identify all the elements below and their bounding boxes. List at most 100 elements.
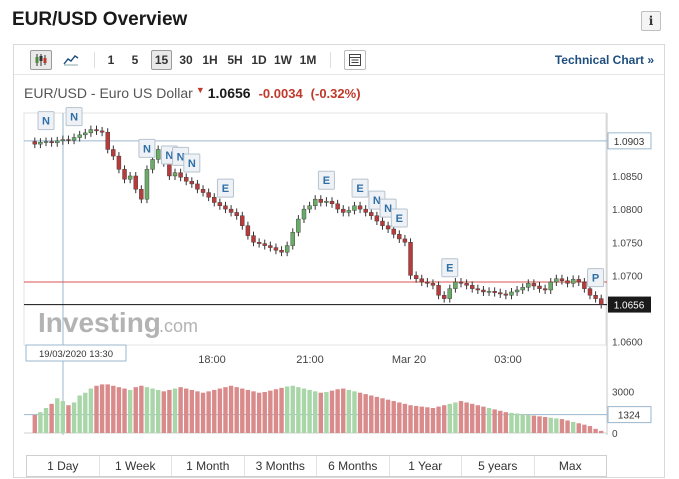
volume-bar <box>251 391 256 433</box>
volume-bar <box>363 394 368 433</box>
candle-down <box>408 242 413 276</box>
range-1-year[interactable]: 1 Year <box>390 456 462 476</box>
candle-down <box>481 289 486 293</box>
volume-bar <box>167 389 172 433</box>
volume-bar <box>408 405 413 433</box>
candle-down <box>341 208 346 213</box>
candle-down <box>139 189 144 200</box>
range-max[interactable]: Max <box>558 459 582 473</box>
chart-widget: 1 5 15 30 1H 5H 1D 1W 1M Technical Chart… <box>13 44 665 478</box>
event-marker <box>183 153 201 173</box>
interval-1m[interactable]: 1M <box>299 53 317 67</box>
volume-bar <box>486 408 492 433</box>
volume-bar <box>514 413 520 433</box>
y-tick-label: 1.0850 <box>612 172 643 183</box>
candle-down <box>531 283 537 287</box>
interval-5h[interactable]: 5H <box>227 53 243 67</box>
range-1-month[interactable]: 1 Month <box>172 456 245 476</box>
technical-chart-link[interactable]: Technical Chart » <box>554 53 654 67</box>
candle-up <box>88 129 94 134</box>
candle-down <box>335 203 340 210</box>
line-chart-icon[interactable] <box>60 50 82 70</box>
volume-bar <box>296 387 301 433</box>
range-1-day[interactable]: 1 Day <box>27 456 100 476</box>
event-marker <box>37 111 55 131</box>
candle-down <box>268 245 273 248</box>
event-marker <box>65 107 83 127</box>
volume-bar <box>88 388 94 433</box>
event-marker-label: N <box>177 151 185 163</box>
event-marker <box>351 178 369 198</box>
range-3-months[interactable]: 3 Months <box>245 456 317 476</box>
info-button[interactable]: i <box>641 11 661 31</box>
candle-down <box>189 181 195 185</box>
candle-down <box>66 139 71 141</box>
last-price-label: 1.0656 <box>614 301 645 312</box>
candle-down <box>223 205 228 210</box>
volume-bar <box>481 406 486 433</box>
y-tick-label: 1.0750 <box>612 238 643 249</box>
candle-up <box>509 291 514 296</box>
candle-down <box>195 183 200 190</box>
candle-down <box>245 225 251 236</box>
interval-30[interactable]: 30 <box>179 53 193 67</box>
volume-bar <box>509 412 514 433</box>
volume-bar <box>122 388 127 433</box>
candlestick-icon[interactable] <box>30 50 52 70</box>
candle-down <box>419 278 424 283</box>
volume-bar <box>301 388 307 433</box>
interval-1w[interactable]: 1W <box>274 53 292 67</box>
cursor-time-label: 19/03/2020 13:30 <box>39 349 113 360</box>
price-change: -0.0034 <box>258 86 303 101</box>
volume-bar <box>212 389 217 433</box>
event-marker-label: N <box>188 158 196 170</box>
event-marker <box>138 138 156 158</box>
candle-down <box>380 220 385 226</box>
candle-down <box>369 212 374 216</box>
volume-bar <box>184 388 189 433</box>
interval-1h[interactable]: 1H <box>202 53 218 67</box>
volume-bar <box>284 386 290 433</box>
volume-bar <box>55 398 60 433</box>
candle-down <box>464 283 469 286</box>
candle-up <box>172 172 178 177</box>
event-marker <box>587 268 605 288</box>
volume-bar <box>161 391 166 433</box>
volume-bar <box>503 412 509 433</box>
range-1-week[interactable]: 1 Week <box>100 456 172 476</box>
candle-up <box>526 283 531 288</box>
interval-5[interactable]: 5 <box>131 53 139 67</box>
volume-bar <box>133 387 138 433</box>
candle-up <box>307 205 312 210</box>
candle-down <box>184 177 189 182</box>
grid-settings-icon[interactable] <box>344 50 366 70</box>
candle-down <box>492 291 497 293</box>
candle-down <box>565 280 570 284</box>
volume-bar <box>324 392 329 433</box>
volume-bar <box>346 389 352 433</box>
event-marker-label: E <box>222 183 229 195</box>
range-6-months[interactable]: 6 Months <box>317 456 390 476</box>
candle-up <box>486 291 492 293</box>
candle-down <box>425 281 430 284</box>
interval-1[interactable]: 1 <box>107 53 115 67</box>
range-5-years[interactable]: 5 years <box>462 456 535 476</box>
y-tick-label: 1.0800 <box>612 205 643 216</box>
volume-bar <box>582 424 587 433</box>
candle-down <box>598 298 604 305</box>
interval-1d[interactable]: 1D <box>251 53 267 67</box>
volume-bar <box>498 410 503 433</box>
volume-bar <box>425 407 430 433</box>
y-tick-label: 1.0600 <box>612 338 643 349</box>
event-marker-label: N <box>373 195 381 207</box>
volume-bar <box>329 390 335 433</box>
volume-tick-label: 0 <box>612 429 618 440</box>
last-price: 1.0656 <box>207 85 251 101</box>
interval-15[interactable]: 15 <box>151 50 172 70</box>
candle-down <box>217 202 223 207</box>
candle-down <box>582 281 587 289</box>
candle-down <box>279 250 284 253</box>
volume-bar <box>290 385 295 433</box>
volume-tick-label: 3000 <box>612 387 635 398</box>
